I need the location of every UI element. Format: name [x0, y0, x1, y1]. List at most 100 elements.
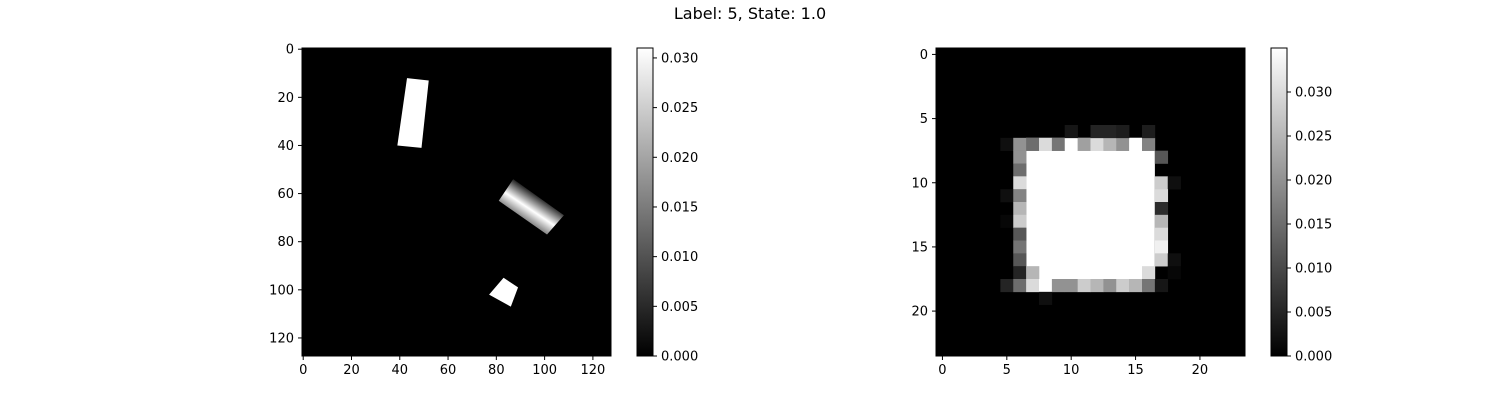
- colorbar-tick-label: 0.005: [1295, 306, 1332, 321]
- heatmap-cell: [1013, 253, 1027, 267]
- x-tick-label: 20: [1192, 363, 1209, 378]
- heatmap-cell: [1064, 137, 1078, 151]
- heatmap-cell: [1077, 137, 1091, 151]
- y-tick-label: 40: [277, 139, 294, 154]
- x-tick-label: 100: [532, 363, 557, 378]
- heatmap-cell: [1129, 279, 1143, 293]
- y-tick-label: 5: [920, 112, 928, 127]
- heatmap-cell: [1116, 279, 1130, 293]
- heatmap-cell: [1064, 279, 1078, 293]
- y-tick-label: 0: [920, 48, 928, 63]
- x-tick-label: 0: [938, 363, 946, 378]
- x-tick-label: 80: [488, 363, 505, 378]
- heatmap-cell: [1167, 266, 1181, 280]
- heatmap-cell: [1013, 227, 1027, 241]
- y-tick-label: 15: [911, 240, 928, 255]
- x-tick-label: 10: [1063, 363, 1080, 378]
- colorbar-tick-label: 0.015: [1295, 218, 1332, 233]
- heatmap-cell: [1026, 279, 1040, 293]
- colorbar: [1270, 47, 1288, 357]
- heatmap-cell: [1064, 125, 1078, 139]
- heatmap-cell: [1154, 253, 1169, 267]
- heatmap-cell: [1000, 189, 1014, 203]
- heatmap-shape-bar-diagonal: [498, 179, 564, 235]
- heatmap-cell: [1142, 279, 1156, 293]
- colorbar-tick-label: 0.030: [1295, 86, 1332, 101]
- heatmap-cell: [1142, 266, 1156, 280]
- heatmap-cell: [1154, 176, 1169, 190]
- heatmap-cell: [1051, 137, 1066, 151]
- heatmap-cell: [1154, 214, 1169, 228]
- heatmap-cell: [1013, 279, 1027, 293]
- heatmap-cell: [1026, 266, 1040, 280]
- right-heatmap-panel: 0 5 10 15 20 0 5 10 15 20 0.000 0.005 0.010 0.015 0.02…: [911, 47, 1332, 378]
- heatmap-cell: [1154, 202, 1169, 216]
- colorbar-tick-label: 0.025: [1295, 130, 1332, 145]
- colorbar-tick-label: 0.030: [661, 51, 698, 66]
- heatmap-cell: [1039, 137, 1053, 151]
- heatmap-cell: [1142, 125, 1156, 139]
- heatmap-cell: [1013, 189, 1027, 203]
- heatmap-cell: [1167, 253, 1181, 267]
- colorbar-tick-label: 0.010: [1295, 262, 1332, 277]
- heatmap-cell: [1013, 202, 1027, 216]
- heatmap-cell: [1013, 214, 1027, 228]
- heatmap-cell: [1154, 227, 1169, 241]
- heatmap-cell: [1103, 279, 1117, 293]
- heatmap-cell: [1103, 125, 1117, 139]
- y-tick-label: 20: [277, 91, 294, 106]
- axes-frame: [935, 47, 1246, 357]
- heatmap-cell: [1129, 137, 1143, 151]
- x-tick-label: 15: [1127, 363, 1144, 378]
- heatmap-cell: [1090, 279, 1104, 293]
- heatmap-fill-region: [1026, 137, 1155, 279]
- heatmap-cell: [1154, 279, 1169, 293]
- heatmap-cell: [1039, 279, 1053, 293]
- heatmap-cell: [1142, 137, 1156, 151]
- heatmap-cell: [1116, 125, 1130, 139]
- heatmap-cell: [1039, 291, 1053, 305]
- y-tick-label: 60: [277, 187, 294, 202]
- heatmap-cell: [1013, 150, 1027, 164]
- x-tick-label: 20: [343, 363, 360, 378]
- y-tick-label: 20: [911, 305, 928, 320]
- heatmap-shape-square-bottom: [489, 277, 519, 307]
- y-tick-label: 80: [277, 235, 294, 250]
- heatmap-cell: [1013, 266, 1027, 280]
- heatmap-cell: [1000, 279, 1014, 293]
- heatmap-cell: [1154, 189, 1169, 203]
- heatmap-cell: [1154, 240, 1169, 254]
- heatmap-cell: [1167, 176, 1181, 190]
- heatmap-cell: [1077, 279, 1091, 293]
- colorbar: [636, 47, 654, 357]
- heatmap-shape-bar-top: [397, 78, 429, 148]
- colorbar-tick-label: 0.000: [1295, 350, 1332, 365]
- y-tick-label: 10: [911, 176, 928, 191]
- colorbar-tick-label: 0.015: [661, 200, 698, 215]
- heatmap-cell: [1013, 176, 1027, 190]
- x-tick-label: 60: [440, 363, 457, 378]
- heatmap-cell: [1013, 240, 1027, 254]
- colorbar-tick-label: 0.005: [661, 300, 698, 315]
- left-heatmap-panel: 0 20 40 60 80 100 120 0 20 40 60 80 100 120 0.000 0.005…: [269, 43, 698, 378]
- heatmap-cell: [1090, 125, 1104, 139]
- colorbar-tick-label: 0.020: [661, 151, 698, 166]
- y-tick-label: 100: [269, 283, 294, 298]
- heatmap-cell: [1103, 137, 1117, 151]
- colorbar-tick-label: 0.000: [661, 350, 698, 365]
- x-tick-label: 5: [1003, 363, 1011, 378]
- colorbar-tick-label: 0.010: [661, 250, 698, 265]
- heatmap-cell: [1026, 137, 1040, 151]
- heatmap-background: [302, 48, 611, 356]
- y-tick-label: 0: [286, 43, 294, 58]
- heatmap-cell: [1090, 137, 1104, 151]
- x-tick-label: 120: [580, 363, 605, 378]
- colorbar-tick-label: 0.020: [1295, 174, 1332, 189]
- heatmap-cell: [1013, 137, 1027, 151]
- heatmap-cell: [1051, 279, 1066, 293]
- heatmap-cell: [1000, 214, 1014, 228]
- heatmap-cell: [1000, 137, 1014, 151]
- heatmap-cell: [1154, 150, 1169, 164]
- figure-title: Label: 5, State: 1.0: [673, 4, 827, 23]
